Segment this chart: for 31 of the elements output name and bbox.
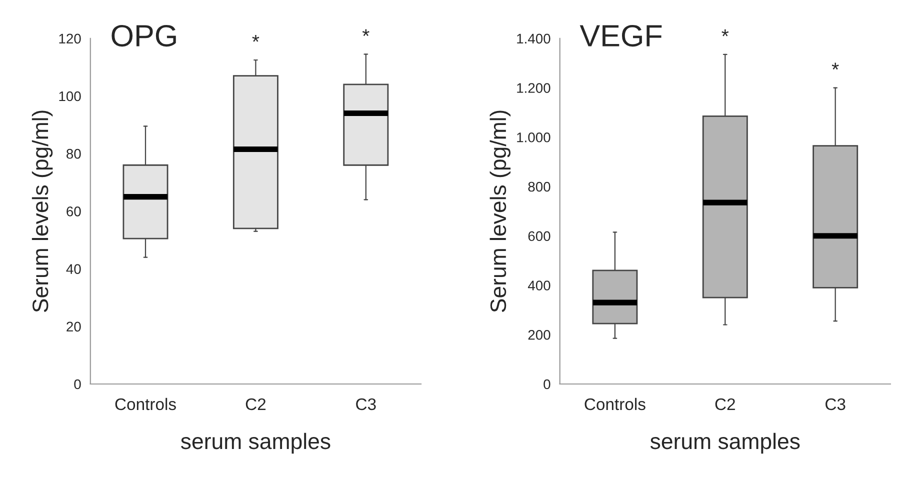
y-tick-label: 120 [59, 34, 81, 44]
x-tick-label: C2 [715, 398, 735, 410]
y-tick-label: 1.200 [517, 83, 550, 93]
x-tick-label: Controls [115, 398, 176, 410]
x-axis-title: serum samples [180, 432, 330, 454]
chart-title: OPG [112, 24, 176, 47]
y-tick-label: 0 [74, 379, 81, 390]
y-tick-label: 0 [544, 379, 550, 390]
y-tick-label: 40 [66, 264, 81, 274]
y-tick-label: 20 [66, 322, 81, 332]
y-tick-label: 1.000 [517, 132, 550, 142]
chart-title: VEGF [580, 24, 662, 47]
x-tick-label: C2 [246, 398, 266, 410]
x-axis-title: serum samples [650, 432, 800, 454]
y-tick-label: 600 [528, 231, 550, 242]
y-tick-label: 80 [66, 148, 81, 159]
y-tick-label: 800 [528, 182, 550, 192]
text: * [362, 29, 370, 36]
y-axis-title: Serum levels (pg/ml) [32, 110, 53, 312]
x-tick-label: C3 [356, 398, 376, 410]
y-axis-title: Serum levels (pg/ml) [490, 110, 511, 312]
y-tick-label: 400 [528, 280, 550, 290]
y-tick-label: 60 [66, 206, 81, 216]
annotation: * [832, 62, 839, 70]
y-tick-label: 200 [528, 330, 550, 340]
annotation: * [252, 34, 260, 42]
x-tick-label: C3 [826, 398, 846, 410]
y-tick-label: 1.400 [517, 34, 550, 44]
x-tick-label: Controls [584, 398, 646, 410]
y-tick-label: 100 [59, 91, 81, 102]
text: * [722, 29, 729, 36]
